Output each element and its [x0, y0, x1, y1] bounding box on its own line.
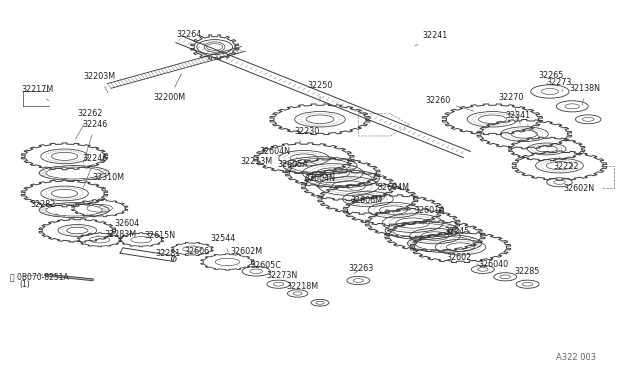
Text: 32606M: 32606M — [350, 196, 394, 213]
Text: Ⓑ 0B070-8251A: Ⓑ 0B070-8251A — [10, 272, 69, 281]
Text: 32270: 32270 — [499, 93, 524, 124]
Text: 32265: 32265 — [538, 71, 564, 84]
Text: 32310M: 32310M — [92, 173, 124, 198]
Text: 32615N: 32615N — [145, 231, 176, 240]
Text: 32282: 32282 — [31, 200, 59, 216]
Text: 32604: 32604 — [114, 219, 139, 234]
Text: 32222: 32222 — [553, 157, 579, 171]
Text: 32241: 32241 — [415, 31, 447, 46]
Text: 32245: 32245 — [445, 227, 470, 238]
Text: 32341: 32341 — [506, 111, 540, 138]
Text: 32203M: 32203M — [84, 72, 116, 93]
Text: 32605A: 32605A — [278, 160, 333, 178]
Text: 32262: 32262 — [76, 109, 103, 139]
Text: 32604N: 32604N — [305, 174, 353, 190]
Text: 32264: 32264 — [177, 30, 205, 44]
Text: 32213M: 32213M — [240, 154, 282, 166]
Text: 32138N: 32138N — [570, 84, 600, 105]
Text: 32602: 32602 — [446, 253, 478, 264]
Text: 32200M: 32200M — [154, 74, 186, 102]
Text: 32246: 32246 — [83, 154, 108, 187]
Text: 32604M: 32604M — [378, 183, 410, 199]
Text: 32217M: 32217M — [22, 85, 54, 101]
Text: A322 003: A322 003 — [556, 353, 596, 362]
Text: 32604N: 32604N — [260, 147, 317, 164]
Text: 32605C: 32605C — [250, 261, 281, 276]
Text: 32246: 32246 — [83, 121, 108, 163]
Text: 32601A: 32601A — [415, 206, 445, 224]
Text: (1): (1) — [20, 280, 31, 289]
Text: 32263: 32263 — [349, 264, 374, 273]
Text: 32544: 32544 — [211, 234, 236, 252]
Text: 32260: 32260 — [426, 96, 474, 111]
Text: 32273: 32273 — [547, 78, 572, 92]
Text: 32250: 32250 — [307, 81, 333, 102]
Text: 32218M: 32218M — [287, 282, 319, 296]
Text: 32602N: 32602N — [563, 179, 594, 193]
Text: 32273N: 32273N — [266, 271, 298, 286]
Text: 326040: 326040 — [479, 260, 509, 272]
Text: 32606: 32606 — [185, 247, 210, 256]
Text: 32285: 32285 — [515, 267, 540, 279]
Text: 32230: 32230 — [294, 126, 320, 143]
Text: 32602M: 32602M — [230, 247, 262, 262]
Text: 32283M: 32283M — [97, 230, 137, 239]
Text: 32281: 32281 — [156, 249, 180, 258]
